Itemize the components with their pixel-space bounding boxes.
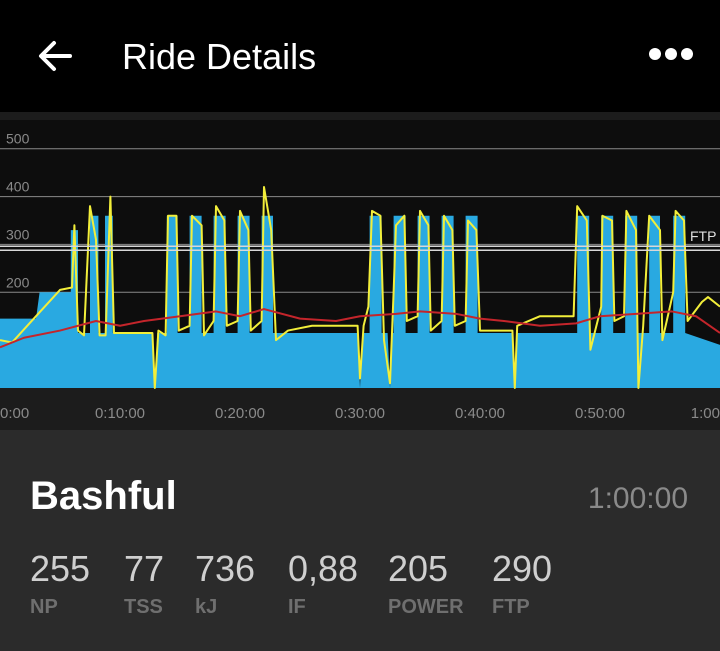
stat-label: NP (30, 596, 58, 618)
x-tick-label: 0:00 (0, 405, 29, 422)
x-tick-label: 0:40:00 (455, 405, 505, 422)
x-tick-label: 0:10:00 (95, 405, 145, 422)
stat: 255 NP (30, 548, 90, 619)
stat-value: 205 (388, 548, 449, 589)
stat: 205 POWER (388, 548, 464, 619)
stat: 77 TSS (124, 548, 164, 619)
ride-name: Bashful (30, 474, 177, 518)
stat-label: kJ (195, 596, 218, 618)
y-tick-label: 400 (6, 179, 30, 195)
ride-summary: Bashful 1:00:00 255 NP 77 TSS 736 kJ 0,88 IF 205… (0, 430, 720, 651)
stat-value: 0,88 (288, 548, 359, 589)
stat-value: 77 (124, 548, 165, 589)
power-line (0, 308, 720, 349)
y-tick-label: 300 (6, 226, 30, 242)
x-tick-label: 0:30:00 (335, 405, 385, 422)
back-button[interactable] (36, 36, 76, 76)
stat-value: 255 (30, 548, 91, 589)
ftp-label: FTP (690, 228, 716, 244)
stat-label: TSS (124, 596, 163, 618)
stat-label: POWER (388, 596, 464, 618)
ride-duration: 1:00:00 (587, 482, 688, 515)
chart: 200 300 400 500 FTP 0:00 0:10:00 0:20:00 0:30:00… (0, 112, 720, 430)
stat: 290 FTP (492, 548, 552, 619)
stat-value: 736 (195, 548, 256, 589)
x-tick-label: 0:20:00 (215, 405, 265, 422)
y-tick-label: 200 (6, 274, 30, 290)
power-line (0, 186, 720, 389)
stat-label: IF (288, 596, 306, 618)
stat: 736 kJ (195, 548, 255, 619)
power-area (0, 215, 720, 388)
stat: 0,88 IF (288, 548, 358, 619)
stat-value: 290 (492, 548, 553, 589)
x-tick-label: 1:00 (691, 405, 720, 422)
screen-title: Ride Details (122, 36, 317, 77)
more-button[interactable] (648, 47, 694, 61)
stat-label: FTP (492, 596, 530, 618)
app-bar: Ride Details (0, 0, 720, 112)
y-tick-label: 500 (6, 131, 30, 147)
x-tick-label: 0:50:00 (575, 405, 625, 422)
